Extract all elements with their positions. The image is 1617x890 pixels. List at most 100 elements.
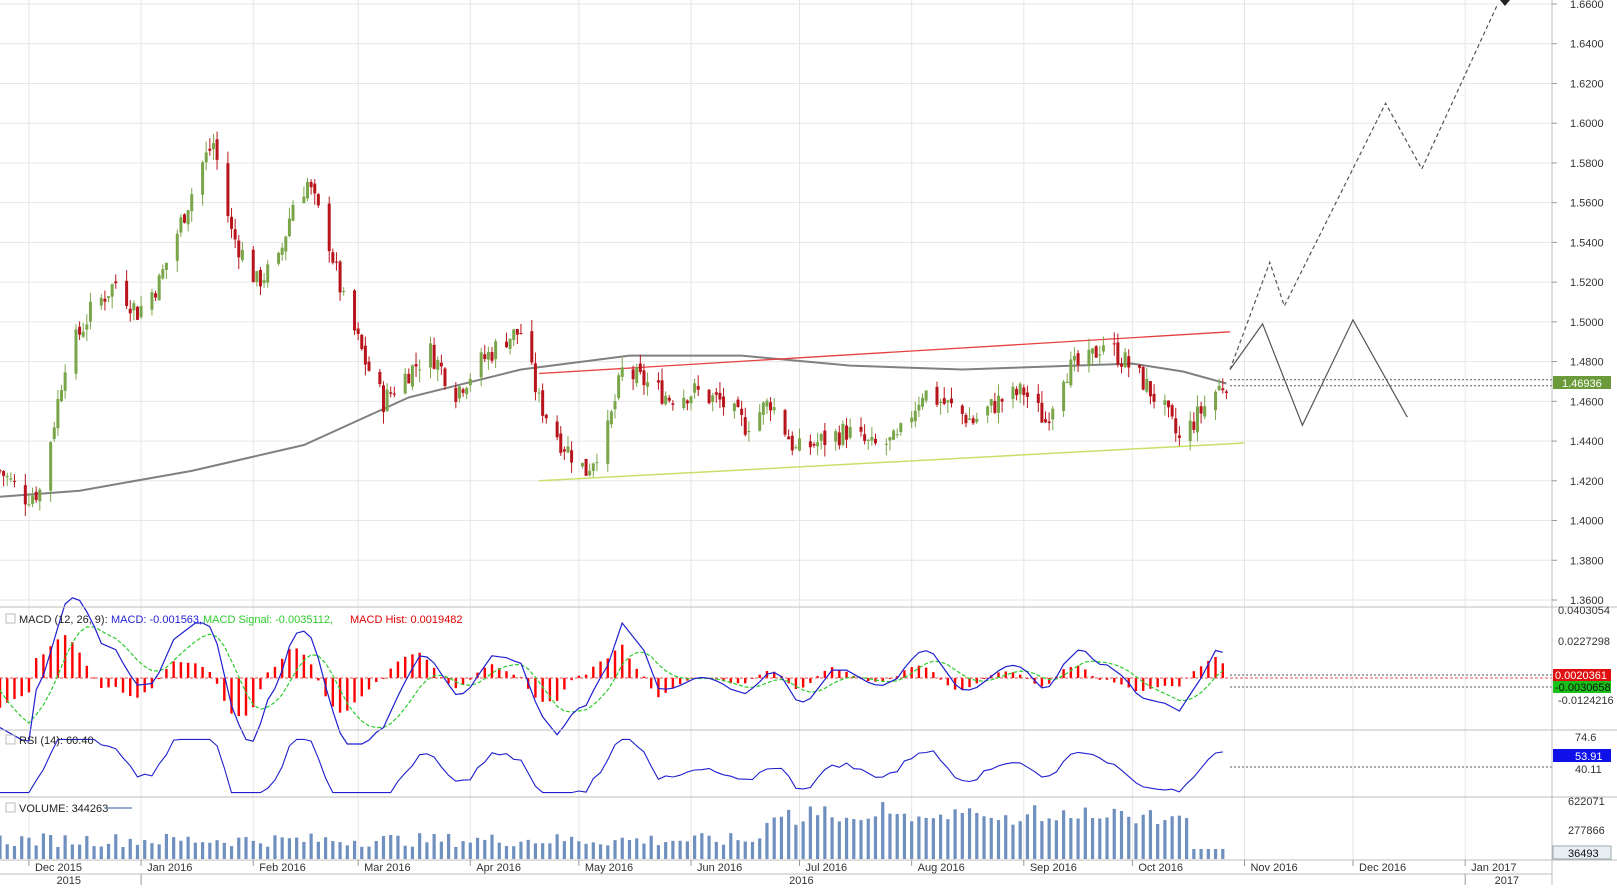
- month-label: Oct 2016: [1138, 862, 1183, 874]
- macd-hist-bar: [505, 671, 508, 678]
- macd-hist-bar: [787, 678, 790, 684]
- candle-down: [34, 491, 38, 501]
- volume-bar: [172, 837, 176, 859]
- candle-up: [262, 280, 266, 284]
- candle-down: [718, 392, 722, 400]
- candle-down: [960, 405, 964, 414]
- candle-down: [740, 408, 744, 415]
- candle-down: [367, 361, 371, 371]
- volume-bar: [562, 841, 566, 859]
- macd-hist-bar: [0, 678, 2, 708]
- volume-bar: [512, 846, 516, 859]
- month-label: Mar 2016: [364, 862, 410, 874]
- candle-down: [993, 401, 997, 413]
- volume-bar: [1090, 818, 1095, 859]
- candle-down: [356, 328, 360, 334]
- volume-layer: [0, 802, 1225, 859]
- candle-up: [921, 397, 925, 407]
- macd-hist-bar: [772, 671, 776, 678]
- macd-hist-bar: [223, 678, 226, 701]
- volume-bar: [678, 840, 682, 859]
- rsi-tick-low: 40.11: [1575, 764, 1602, 776]
- macd-collapse-icon[interactable]: [5, 613, 16, 624]
- volume-bar: [389, 834, 393, 859]
- candle-down: [1141, 367, 1145, 390]
- current-price-badge: [1553, 376, 1611, 389]
- volume-bar: [490, 834, 494, 859]
- candle-down: [555, 421, 559, 438]
- macd-hist-bar: [939, 678, 942, 680]
- candle-down: [327, 203, 331, 252]
- candle-down: [226, 163, 230, 217]
- volume-bar: [598, 844, 603, 859]
- candle-down: [1047, 421, 1051, 424]
- volume-collapse-icon[interactable]: [5, 802, 16, 813]
- volume-bar: [360, 846, 364, 859]
- candle-up: [1145, 378, 1149, 392]
- candle-down: [338, 261, 342, 293]
- candle-up: [834, 431, 838, 442]
- candle-down: [1221, 388, 1225, 391]
- volume-tick-high: 622071: [1568, 796, 1605, 808]
- volume-bar: [750, 841, 755, 859]
- volume-bar: [215, 840, 219, 859]
- projection-layer: [1229, 0, 1510, 427]
- candle-up: [689, 396, 693, 404]
- volume-bar: [975, 812, 979, 859]
- candle-up: [486, 352, 490, 360]
- macd-hist-bar: [143, 678, 146, 693]
- macd-hist-bar: [830, 667, 834, 678]
- month-label: Sep 2016: [1030, 862, 1077, 874]
- candle-down: [23, 485, 27, 505]
- candle-up: [139, 306, 143, 318]
- volume-bar: [548, 843, 552, 859]
- candle-down: [584, 458, 588, 476]
- volume-bar: [1083, 807, 1087, 859]
- candle-up: [88, 301, 92, 322]
- candle-up: [591, 463, 595, 471]
- macd-hist-bar: [338, 678, 342, 713]
- candle-down: [736, 399, 740, 407]
- macd-hist-bar: [85, 665, 89, 678]
- candle-down: [0, 470, 2, 472]
- macd-hist-bar: [1134, 678, 1138, 691]
- candle-down: [873, 438, 877, 444]
- candle-up: [1203, 406, 1207, 417]
- macd-hist-bar: [208, 671, 212, 678]
- month-label: Dec 2016: [1359, 862, 1406, 874]
- volume-bar: [85, 836, 89, 859]
- month-label: Apr 2016: [476, 862, 521, 874]
- candle-up: [1087, 349, 1091, 366]
- macd-hist-bar: [6, 678, 9, 703]
- candle-down: [1167, 400, 1171, 408]
- candle-up: [888, 437, 892, 441]
- candle-up: [107, 296, 111, 299]
- x-axis: Dec 2015 Jan 2016 Feb 2016 Mar 2016 Apr 2016…: [0, 860, 1552, 887]
- candle-down: [454, 387, 458, 402]
- candle-down: [78, 326, 82, 335]
- macd-hist-bar: [411, 654, 414, 678]
- macd-hist-bar: [961, 678, 964, 690]
- candle-up: [494, 341, 498, 360]
- volume-tick-low: 277866: [1568, 825, 1605, 837]
- candle-down: [381, 385, 385, 413]
- macd-hist-bar: [794, 678, 798, 689]
- candle-down: [389, 392, 393, 394]
- candle-up: [595, 462, 599, 464]
- volume-bar: [483, 839, 487, 859]
- macd-hist-bar: [534, 678, 537, 698]
- volume-bar: [859, 820, 863, 859]
- bullish-projection-path: [1229, 3, 1499, 370]
- candle-up: [693, 383, 697, 393]
- volume-bar: [642, 843, 646, 859]
- rsi-collapse-icon[interactable]: [5, 734, 16, 745]
- candle-up: [201, 162, 205, 195]
- year-label: 2016: [789, 875, 813, 885]
- candle-up: [761, 402, 765, 415]
- candle-down: [432, 344, 436, 369]
- rsi-badge: [1553, 749, 1611, 762]
- candle-down: [685, 400, 689, 404]
- volume-bar: [251, 840, 255, 859]
- month-label: Nov 2016: [1250, 862, 1297, 874]
